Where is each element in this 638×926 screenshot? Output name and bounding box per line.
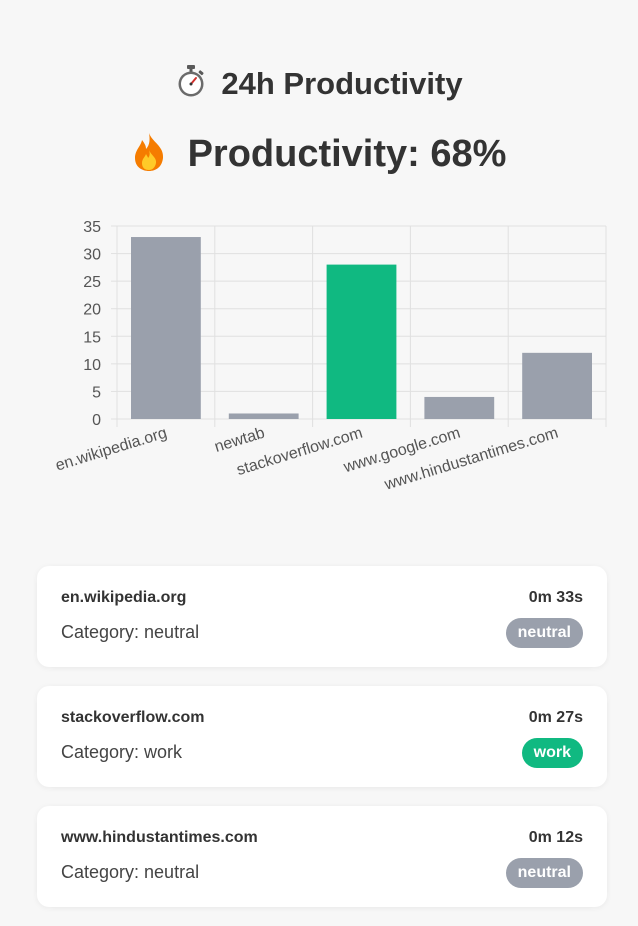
productivity-score: Productivity: 68% xyxy=(0,132,638,177)
x-tick-label: newtab xyxy=(213,425,267,456)
site-card: stackoverflow.com 0m 27s Category: work wor… xyxy=(37,686,607,787)
bar-chart: 0 5 10 15 20 25 30 35 en.wikipedia.org newtab stac… xyxy=(0,205,638,545)
site-time: 0m 33s xyxy=(528,589,583,606)
category-badge: neutral xyxy=(505,618,583,648)
x-tick-label: www.hindustantimes.com xyxy=(382,425,561,494)
category-badge: work xyxy=(521,738,583,768)
site-time: 0m 12s xyxy=(528,829,583,846)
y-tick-label: 20 xyxy=(83,302,101,319)
bar-newtab xyxy=(228,413,299,419)
y-tick-label: 30 xyxy=(83,247,101,264)
stopwatch-icon xyxy=(175,64,207,103)
y-tick-label: 5 xyxy=(92,384,101,401)
site-category: Category: neutral xyxy=(61,622,200,642)
site-card: www.hindustantimes.com 0m 12s Category: ne… xyxy=(37,806,607,907)
site-category: Category: neutral xyxy=(61,862,200,882)
y-tick-label: 0 xyxy=(92,412,101,429)
site-card: en.wikipedia.org 0m 33s Category: neutral n… xyxy=(37,566,607,667)
productivity-score-text: Productivity: 68% xyxy=(187,133,507,175)
fire-icon xyxy=(132,132,166,177)
header: 24h Productivity xyxy=(0,64,638,103)
site-domain: en.wikipedia.org xyxy=(61,589,187,606)
y-tick-label: 35 xyxy=(83,219,101,236)
y-tick-label: 25 xyxy=(83,274,101,291)
site-time: 0m 27s xyxy=(528,709,583,726)
site-list: en.wikipedia.org 0m 33s Category: neutral n… xyxy=(37,566,607,926)
bar-www-google-com xyxy=(424,396,495,419)
site-domain: stackoverflow.com xyxy=(61,709,205,726)
site-category: Category: work xyxy=(61,742,183,762)
bar-en-wikipedia-org xyxy=(131,237,201,419)
category-badge: neutral xyxy=(505,858,583,888)
x-tick-label: en.wikipedia.org xyxy=(54,425,170,475)
page-title: 24h Productivity xyxy=(221,65,463,101)
bar-stackoverflow-com xyxy=(326,264,397,419)
site-domain: www.hindustantimes.com xyxy=(61,829,258,846)
y-tick-label: 15 xyxy=(83,329,101,346)
bar-www-hindustantimes-com xyxy=(522,352,592,419)
y-tick-label: 10 xyxy=(83,357,101,374)
